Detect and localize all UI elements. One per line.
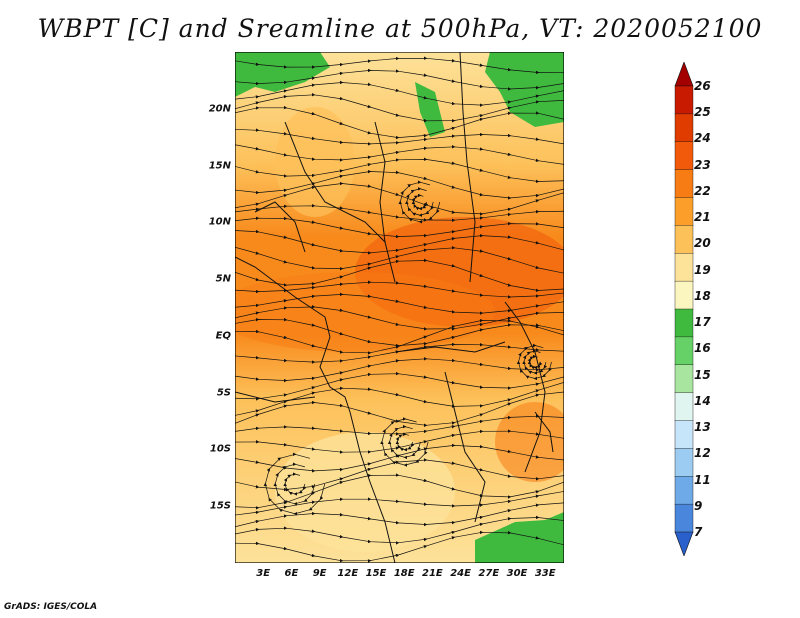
- triangle-up-icon: [674, 62, 694, 87]
- colorbar-swatch: [674, 308, 694, 338]
- lon-tick-label: 6E: [284, 568, 299, 579]
- colorbar-label: 24: [694, 131, 711, 146]
- lat-tick-label: 15S: [209, 500, 231, 512]
- wbpt-warm-patch-north: [275, 107, 355, 217]
- border-line: [284, 121, 386, 243]
- colorbar-swatch: [674, 197, 694, 227]
- colorbar-label: 12: [694, 446, 711, 461]
- lat-tick-label: 15N: [208, 160, 231, 172]
- streamline: [235, 144, 564, 165]
- lat-tick-label: 5N: [215, 273, 231, 285]
- border-line: [444, 371, 486, 523]
- lon-tick-label: 15E: [365, 568, 387, 579]
- colorbar-swatch: [674, 476, 694, 505]
- lat-tick-label: 10S: [209, 443, 231, 455]
- colorbar-swatch: [674, 392, 694, 422]
- lon-tick-label: 18E: [393, 568, 415, 579]
- colorbar-swatch: [674, 141, 694, 171]
- lat-tick-label: 5S: [216, 387, 231, 399]
- lon-tick-label: 3E: [256, 568, 271, 579]
- streamline: [263, 452, 326, 516]
- triangle-down-icon: [674, 531, 694, 556]
- streamline: [235, 128, 564, 146]
- colorbar-swatch: [674, 364, 694, 394]
- lon-tick-label: 33E: [534, 568, 556, 579]
- border-line: [504, 301, 546, 473]
- colorbar-swatch: [674, 280, 694, 310]
- streamlines: [235, 56, 564, 563]
- colorbar-label: 22: [694, 183, 711, 198]
- map-canvas: [235, 52, 564, 563]
- lon-tick-label: 9E: [312, 568, 327, 579]
- lat-tick-label: 20N: [208, 103, 231, 115]
- lat-tick-label: EQ: [215, 330, 231, 342]
- colorbar-label: 23: [694, 157, 711, 172]
- colorbar-swatch: [674, 336, 694, 366]
- colorbar-label: 17: [694, 315, 711, 330]
- border-line: [235, 391, 316, 403]
- map-panel: [235, 52, 564, 563]
- streamline: [380, 417, 429, 467]
- lon-tick-label: 21E: [422, 568, 443, 579]
- colorbar-label: 15: [694, 367, 711, 382]
- colorbar-swatch: [674, 253, 694, 282]
- border-line: [394, 341, 506, 353]
- colorbar-swatch: [674, 169, 694, 199]
- colorbar-swatch: [674, 113, 694, 143]
- colorbar-label: 20: [694, 236, 711, 251]
- border-line: [349, 411, 396, 563]
- colorbar-swatch: [674, 225, 694, 254]
- colorbar-label: 7: [694, 525, 703, 539]
- border-line: [254, 201, 306, 253]
- chart-title: WBPT [C] and Sreamline at 500hPa, VT: 20…: [37, 14, 763, 43]
- colorbar-label: 18: [694, 288, 711, 303]
- border-line: [235, 256, 331, 338]
- colorbar: [674, 62, 694, 556]
- streamline: [398, 180, 441, 224]
- colorbar-label: 19: [694, 262, 711, 277]
- footer-credit: GrADS: IGES/COLA: [4, 602, 98, 612]
- colorbar-label: 13: [694, 420, 711, 435]
- colorbar-label: 11: [694, 472, 711, 487]
- border-line: [374, 121, 396, 283]
- colorbar-label: 26: [694, 79, 711, 93]
- wbpt-cool-patch-south: [275, 432, 455, 552]
- lon-tick-label: 27E: [478, 568, 500, 579]
- colorbar-label: 14: [694, 393, 711, 408]
- colorbar-label: 21: [694, 210, 711, 225]
- colorbar-swatch: [674, 420, 694, 450]
- colorbar-swatch: [674, 85, 694, 115]
- colorbar-label: 9: [694, 498, 703, 513]
- country-borders: [235, 52, 554, 563]
- colorbar-label: 25: [694, 105, 711, 120]
- streamline: [235, 530, 564, 563]
- colorbar-label: 16: [694, 341, 711, 356]
- border-line: [459, 52, 476, 283]
- lon-tick-label: 30E: [506, 568, 528, 579]
- border-line: [319, 336, 351, 413]
- streamline: [516, 343, 552, 381]
- lat-tick-label: 10N: [208, 216, 231, 228]
- colorbar-swatch: [674, 503, 694, 533]
- colorbar-swatch: [674, 448, 694, 477]
- border-line: [534, 411, 554, 453]
- lon-tick-label: 12E: [337, 568, 359, 579]
- lon-tick-label: 24E: [450, 568, 471, 579]
